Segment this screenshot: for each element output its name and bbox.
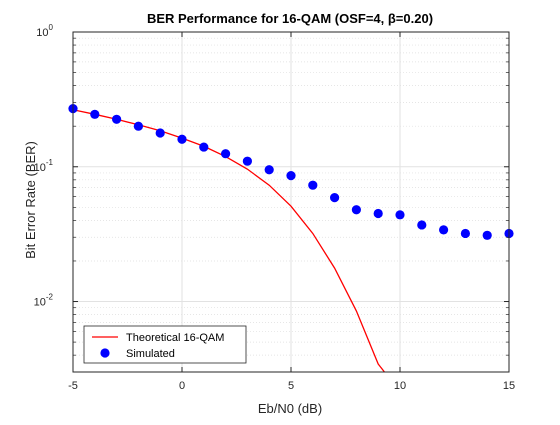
simulated-point [482,230,492,240]
simulated-point [373,208,383,219]
simulated-point [439,225,449,235]
theoretical-line [73,109,386,372]
minor-grid [73,37,509,356]
ticks-layer: -5 0 5 10 15 100 10-1 10-2 [34,23,516,392]
y-tick-label: 100 [36,23,53,39]
y-tick-label: 10-1 [34,158,54,174]
x-tick-label: -5 [68,380,78,392]
simulated-point [112,114,122,124]
simulated-point [242,156,252,166]
simulated-point [133,121,143,131]
y-tick-label: 10-2 [34,293,54,309]
simulated-point [177,134,187,144]
x-tick-label: 5 [288,380,294,392]
simulated-point [417,220,427,230]
simulated-point [395,210,405,220]
simulated-point [330,193,340,203]
legend-label: Theoretical 16-QAM [126,332,224,344]
y-axis-label: Bit Error Rate (BER) [23,141,38,259]
chart-title: BER Performance for 16-QAM (OSF=4, β=0.2… [147,11,433,26]
simulated-point [286,170,296,181]
simulated-point [308,180,318,190]
x-tick-label: 10 [394,380,406,392]
simulated-point [351,205,361,215]
x-tick-label: 15 [503,380,515,392]
simulated-point [199,142,209,152]
simulated-point [221,149,231,159]
legend-box [83,325,247,364]
legend: Theoretical 16-QAM Simulated [83,325,247,364]
simulated-point [264,165,274,175]
legend-label: Simulated [126,348,175,360]
simulated-point [90,109,100,119]
x-axis-label: Eb/N0 (dB) [258,401,322,416]
simulated-point [460,228,470,239]
x-tick-label: 0 [179,380,185,392]
series-layer [68,104,514,372]
legend-marker-swatch [100,348,110,358]
simulated-point [155,128,165,138]
